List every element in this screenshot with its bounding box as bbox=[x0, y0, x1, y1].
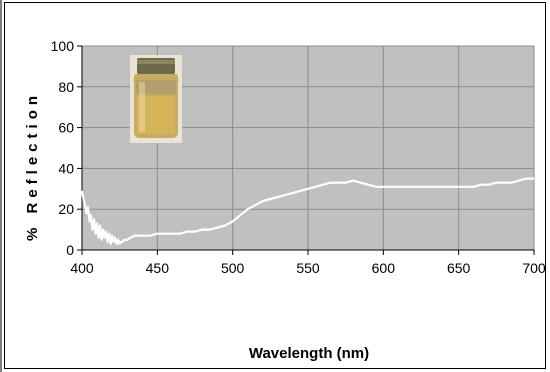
x-tick-label: 450 bbox=[146, 260, 170, 276]
x-tick-label: 650 bbox=[447, 260, 471, 276]
x-tick-label: 400 bbox=[70, 260, 94, 276]
y-tick-label: 40 bbox=[58, 160, 74, 176]
y-tick-labels: 0 20 40 60 80 100 bbox=[51, 38, 75, 258]
x-tick-label: 500 bbox=[221, 260, 245, 276]
reflection-series-line bbox=[80, 177, 534, 245]
x-tick-label: 600 bbox=[372, 260, 396, 276]
x-tick-labels: 400 450 500 550 600 650 700 bbox=[70, 260, 546, 276]
y-axis-title: % Reflection bbox=[24, 91, 41, 241]
y-tick-label: 60 bbox=[58, 120, 74, 136]
x-axis-title: Wavelength (nm) bbox=[249, 345, 369, 362]
y-tick-label: 0 bbox=[66, 242, 74, 258]
x-tick-label: 700 bbox=[522, 260, 546, 276]
x-tick-label: 550 bbox=[296, 260, 320, 276]
jar-of-yellow-powder-image bbox=[130, 55, 182, 143]
y-tick-label: 80 bbox=[58, 79, 74, 95]
y-tick-label: 20 bbox=[58, 201, 74, 217]
y-tick-marks bbox=[77, 45, 82, 251]
y-tick-label: 100 bbox=[51, 38, 75, 54]
x-tick-marks bbox=[81, 250, 535, 255]
